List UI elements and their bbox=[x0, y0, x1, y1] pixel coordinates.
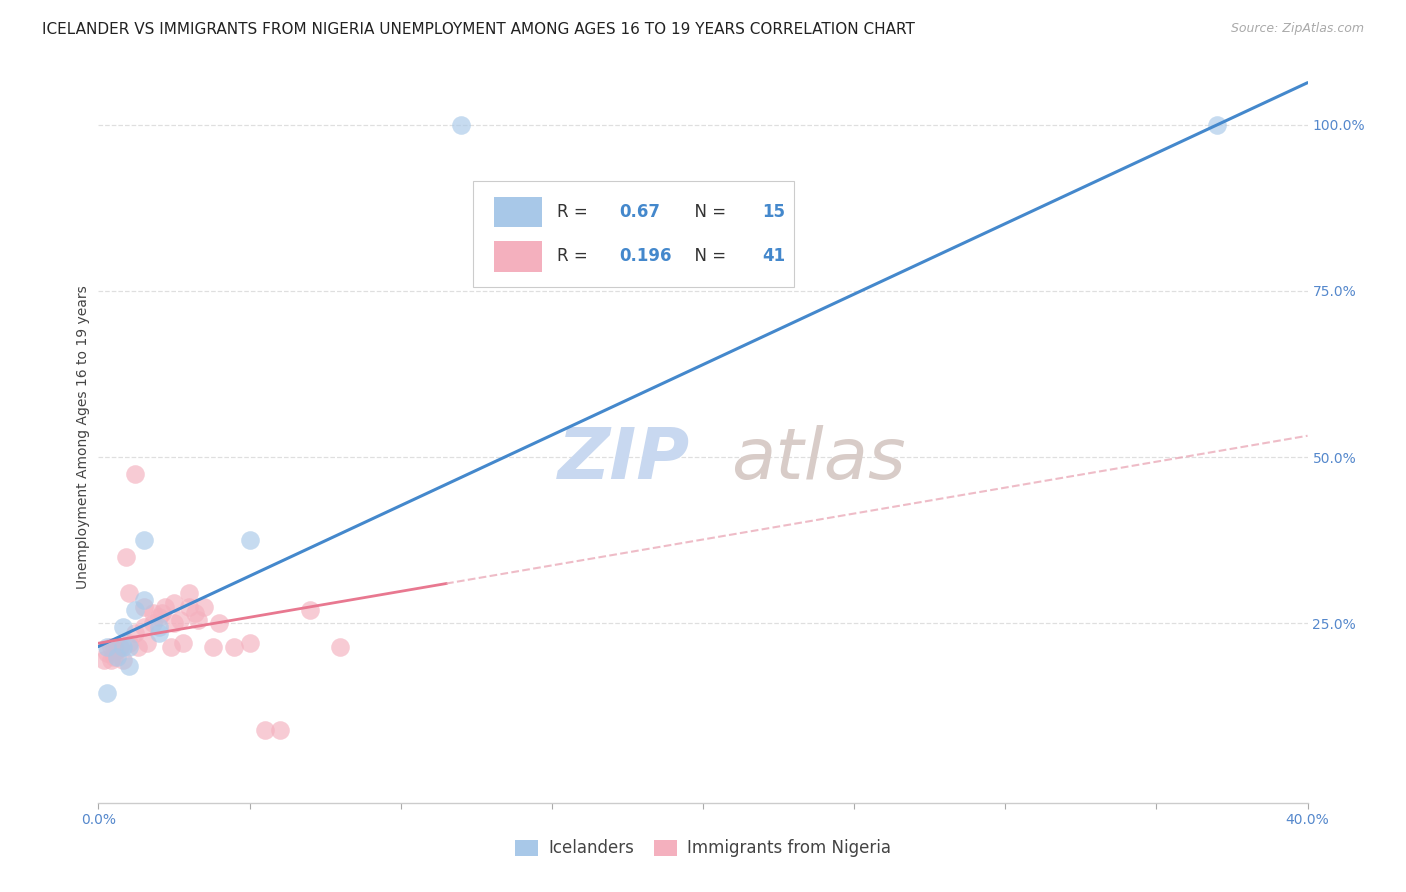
Point bbox=[299, 603, 322, 617]
Point bbox=[132, 593, 155, 607]
Point bbox=[208, 616, 231, 631]
Point bbox=[111, 640, 134, 654]
Point bbox=[118, 640, 141, 654]
Point bbox=[239, 636, 262, 650]
Point bbox=[96, 686, 118, 700]
Point bbox=[253, 723, 276, 737]
Text: atlas: atlas bbox=[731, 425, 905, 493]
Point bbox=[239, 533, 262, 548]
Text: 41: 41 bbox=[762, 247, 786, 265]
Point bbox=[193, 599, 215, 614]
Point bbox=[93, 653, 115, 667]
Point bbox=[184, 607, 207, 621]
Point bbox=[124, 626, 146, 640]
Text: 0.196: 0.196 bbox=[620, 247, 672, 265]
Point bbox=[1206, 118, 1229, 132]
Bar bbox=[494, 196, 543, 227]
Point bbox=[114, 549, 136, 564]
Point bbox=[163, 596, 186, 610]
Legend: Icelanders, Immigrants from Nigeria: Icelanders, Immigrants from Nigeria bbox=[508, 832, 898, 864]
Y-axis label: Unemployment Among Ages 16 to 19 years: Unemployment Among Ages 16 to 19 years bbox=[76, 285, 90, 589]
Point bbox=[172, 636, 194, 650]
Point bbox=[179, 586, 201, 600]
Point bbox=[127, 640, 149, 654]
Point bbox=[132, 533, 155, 548]
Point bbox=[450, 118, 472, 132]
FancyBboxPatch shape bbox=[474, 181, 793, 287]
Point bbox=[124, 467, 146, 481]
Point bbox=[269, 723, 291, 737]
Point bbox=[118, 636, 141, 650]
Text: R =: R = bbox=[557, 247, 598, 265]
Point bbox=[329, 640, 352, 654]
Point bbox=[118, 586, 141, 600]
Point bbox=[100, 653, 122, 667]
Point bbox=[169, 613, 191, 627]
Point bbox=[202, 640, 225, 654]
Point bbox=[148, 619, 170, 633]
Point bbox=[142, 616, 165, 631]
Point bbox=[111, 619, 134, 633]
Text: ZIP: ZIP bbox=[558, 425, 690, 493]
Text: R =: R = bbox=[557, 202, 593, 221]
Text: N =: N = bbox=[683, 247, 731, 265]
Point bbox=[108, 640, 131, 654]
Point bbox=[224, 640, 246, 654]
Text: ICELANDER VS IMMIGRANTS FROM NIGERIA UNEMPLOYMENT AMONG AGES 16 TO 19 YEARS CORR: ICELANDER VS IMMIGRANTS FROM NIGERIA UNE… bbox=[42, 22, 915, 37]
Point bbox=[148, 626, 170, 640]
Point bbox=[153, 599, 176, 614]
Text: 15: 15 bbox=[762, 202, 785, 221]
Text: Source: ZipAtlas.com: Source: ZipAtlas.com bbox=[1230, 22, 1364, 36]
Point bbox=[96, 640, 118, 654]
Point bbox=[132, 619, 155, 633]
Point bbox=[160, 640, 183, 654]
Point bbox=[103, 649, 125, 664]
Bar bbox=[494, 241, 543, 272]
Point bbox=[105, 643, 128, 657]
Point bbox=[150, 607, 173, 621]
Text: 0.67: 0.67 bbox=[620, 202, 661, 221]
Point bbox=[103, 640, 125, 654]
Point bbox=[135, 636, 157, 650]
Point bbox=[142, 607, 165, 621]
Point bbox=[105, 649, 128, 664]
Point bbox=[111, 653, 134, 667]
Text: N =: N = bbox=[683, 202, 731, 221]
Point bbox=[179, 599, 201, 614]
Point bbox=[187, 613, 209, 627]
Point bbox=[96, 646, 118, 660]
Point bbox=[118, 659, 141, 673]
Point bbox=[132, 599, 155, 614]
Point bbox=[163, 616, 186, 631]
Point bbox=[124, 603, 146, 617]
Point bbox=[100, 640, 122, 654]
Point bbox=[148, 609, 170, 624]
